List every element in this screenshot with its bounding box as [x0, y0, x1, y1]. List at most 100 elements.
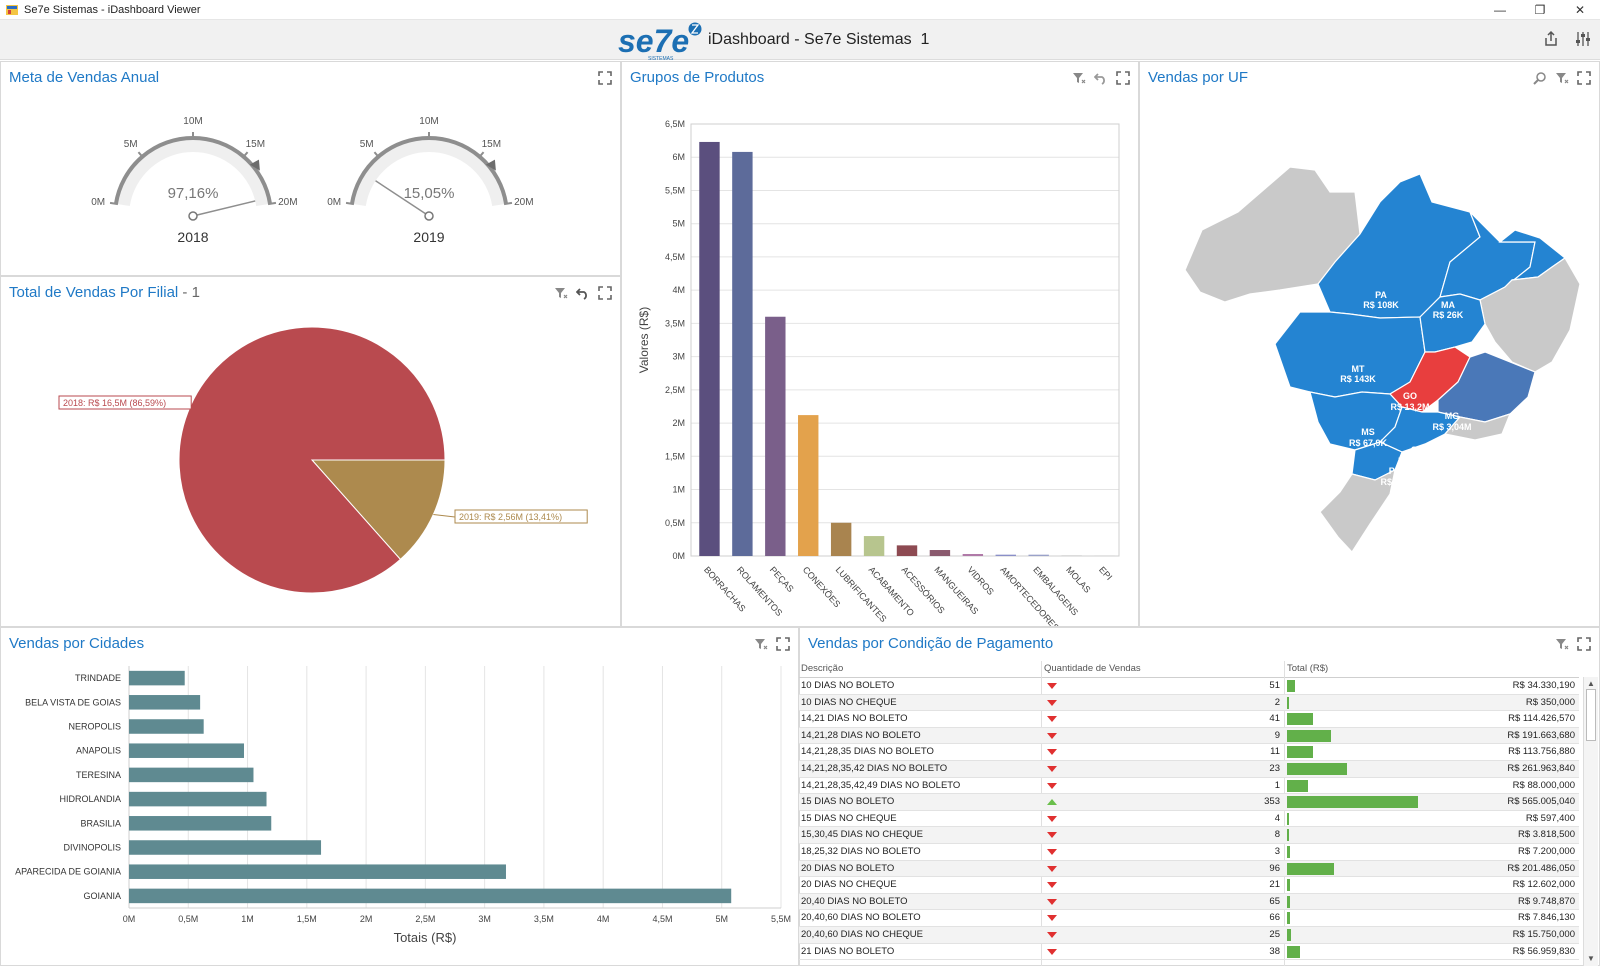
table-row[interactable]: 15,30,45 DIAS NO CHEQUE 8 R$ 3.818,500: [799, 827, 1579, 844]
close-button[interactable]: ✕: [1574, 3, 1586, 17]
gauge-tick: [109, 201, 119, 206]
cell-quantidade: 8: [1274, 829, 1280, 841]
table-row[interactable]: 20,40,60 DIAS NO CHEQUE 25 R$ 15.750,000: [799, 927, 1579, 944]
gauge-tick: [267, 201, 277, 206]
table-row[interactable]: 18,25,32 DIAS NO BOLETO 3 R$ 7.200,000: [799, 844, 1579, 861]
cell-descricao: 15,30,45 DIAS NO CHEQUE: [801, 829, 923, 841]
zoom-icon[interactable]: [1533, 71, 1547, 85]
y-tick-label: 1M: [672, 485, 685, 495]
x-tick-label: 4M: [597, 914, 610, 924]
x-tick-label: 4,5M: [652, 914, 672, 924]
table-row[interactable]: 10 DIAS NO CHEQUE 2 R$ 350,000: [799, 694, 1579, 712]
scroll-down-icon[interactable]: ▼: [1587, 954, 1595, 963]
table-row[interactable]: 14,21 DIAS NO BOLETO 41 R$ 114.426,570: [799, 711, 1579, 728]
map-label-sp-value: R$ 41,1K: [1398, 456, 1437, 466]
pie-label-box: [454, 509, 588, 524]
y-tick-label: NEROPOLIS: [68, 722, 121, 732]
col-header-descricao[interactable]: Descrição: [801, 663, 844, 674]
table-row[interactable]: 20,40,60 DIAS NO BOLETO 66 R$ 7.846,130: [799, 910, 1579, 927]
cell-quantidade: 4: [1274, 812, 1280, 824]
cell-total: R$ 34.330,190: [1512, 680, 1575, 691]
vendas-uf-tools: [1533, 71, 1591, 85]
map-label-mt-uf: MT: [1352, 364, 1365, 374]
col-header-total[interactable]: Total (R$): [1287, 663, 1329, 674]
maximize-icon[interactable]: [1577, 637, 1591, 651]
cell-quantidade: 96: [1269, 862, 1280, 874]
gauge-tick-label: 20M: [514, 197, 533, 208]
meta-vendas-title: Meta de Vendas Anual: [9, 69, 160, 86]
pie-label-2019: 2019: R$ 2,56M (13,41%): [459, 512, 562, 522]
total-bar: [1287, 796, 1418, 809]
maximize-icon[interactable]: [1577, 71, 1591, 85]
y-tick-label: TRINDADE: [75, 673, 121, 683]
dashboard-title: iDashboard - Se7e Sistemas 1: [708, 31, 929, 49]
x-axis-label: Totais (R$): [394, 930, 457, 945]
table-row[interactable]: 14,21,28,35 DIAS NO BOLETO 11 R$ 113.756,8…: [799, 744, 1579, 761]
table-row[interactable]: 15 DIAS NO BOLETO 353 R$ 565.005,040: [799, 794, 1579, 811]
cell-total: R$ 201.486,050: [1507, 862, 1575, 874]
gauge-needle-hub: [424, 211, 434, 221]
meta-vendas-tools: [598, 71, 612, 85]
parameters-icon[interactable]: [1574, 30, 1592, 48]
clear-filter-icon[interactable]: [554, 286, 568, 300]
table-row[interactable]: 20 DIAS NO BOLETO 96 R$ 201.486,050: [799, 860, 1579, 878]
pie-label-leader: [433, 513, 456, 518]
cell-descricao: 18,25,32 DIAS NO BOLETO: [801, 846, 921, 857]
vendas-cidades-title: Vendas por Cidades: [9, 635, 145, 652]
gauge-tick-label: 15M: [482, 139, 501, 150]
table-row[interactable]: 21 DIAS NO BOLETO 38 R$ 56.959,830: [799, 944, 1579, 961]
table-row[interactable]: 14,21,28,35,42,49 DIAS NO BOLETO 1 R$ 88.0…: [799, 778, 1579, 795]
maximize-icon[interactable]: [598, 286, 612, 300]
map-region-south: [1319, 468, 1396, 553]
undo-icon[interactable]: [1094, 71, 1108, 85]
bar-teresina: [129, 767, 254, 783]
total-bar: [1287, 879, 1290, 892]
map-label-ms-uf: MS: [1361, 427, 1375, 437]
trend-down-icon: [1047, 849, 1057, 855]
table-row[interactable]: 20,40 DIAS NO BOLETO 65 R$ 9.748,870: [799, 893, 1579, 911]
maximize-icon[interactable]: [776, 637, 790, 651]
table-row[interactable]: 10 DIAS NO BOLETO 51 R$ 34.330,190: [799, 678, 1579, 695]
pie-label-box: [58, 395, 192, 410]
restore-button[interactable]: ❐: [1534, 3, 1546, 17]
clear-filter-icon[interactable]: [1555, 637, 1569, 651]
bar-acessórios: [896, 545, 918, 556]
x-tick-label: PEÇAS: [768, 565, 796, 594]
clear-filter-icon[interactable]: [1072, 71, 1086, 85]
gauge-tick: [373, 151, 381, 159]
minimize-button[interactable]: —: [1494, 3, 1506, 17]
table-row[interactable]: 14,21,28,35,42 DIAS NO BOLETO 23 R$ 261.96…: [799, 761, 1579, 778]
col-header-quantidade[interactable]: Quantidade de Vendas: [1044, 663, 1141, 674]
bar-acabamento: [863, 536, 885, 556]
cell-quantidade: 1: [1274, 779, 1280, 791]
bar-divinopolis: [129, 840, 322, 855]
grid-scrollbar[interactable]: ▲ ▼: [1583, 677, 1598, 966]
grid-header: Descrição Quantidade de Vendas Total (R$…: [799, 661, 1579, 678]
gauge-tick-label: 15M: [246, 139, 265, 150]
map-label-go-value: R$ 13,2M: [1390, 402, 1429, 412]
undo-icon[interactable]: [576, 286, 590, 300]
total-bar: [1287, 929, 1291, 941]
cell-total: R$ 15.750,000: [1512, 929, 1575, 940]
table-row[interactable]: 15 DIAS NO CHEQUE 4 R$ 597,400: [799, 811, 1579, 828]
maximize-icon[interactable]: [1116, 71, 1130, 85]
export-icon[interactable]: [1542, 30, 1560, 48]
gauge-needle-hub: [188, 211, 198, 221]
total-bar: [1287, 895, 1290, 908]
bar-vidros: [962, 554, 984, 556]
cell-quantidade: 3: [1274, 846, 1280, 857]
maximize-icon[interactable]: [598, 71, 612, 85]
table-row[interactable]: 20 DIAS NO CHEQUE 21 R$ 12.602,000: [799, 877, 1579, 894]
table-row[interactable]: 14,21,28 DIAS NO BOLETO 9 R$ 191.663,680: [799, 727, 1579, 745]
total-bar: [1287, 945, 1301, 958]
cell-total: R$ 261.963,840: [1507, 763, 1575, 774]
bar-lubrificantes: [830, 522, 852, 556]
y-tick-label: ANAPOLIS: [76, 746, 121, 756]
clear-filter-icon[interactable]: [1555, 71, 1569, 85]
scroll-thumb[interactable]: [1586, 689, 1596, 741]
scroll-up-icon[interactable]: ▲: [1587, 679, 1595, 688]
clear-filter-icon[interactable]: [754, 637, 768, 651]
vendas-pagamento-title: Vendas por Condição de Pagamento: [808, 635, 1054, 652]
trend-down-icon: [1047, 766, 1057, 772]
y-tick-label: 6M: [672, 152, 685, 162]
